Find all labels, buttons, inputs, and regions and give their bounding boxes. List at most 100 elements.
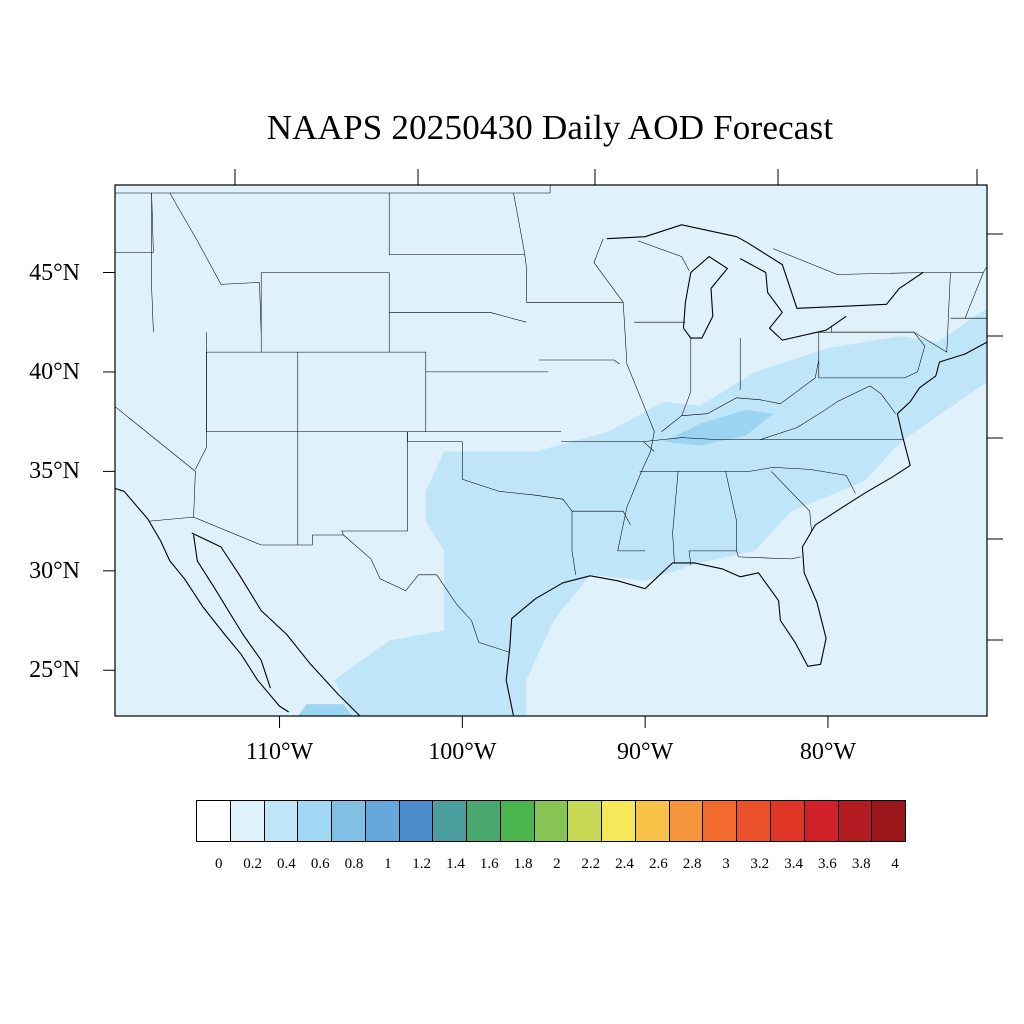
- colorbar-label: 3.4: [784, 856, 803, 872]
- border-tn_n: [643, 437, 903, 442]
- colorbar-label: 1.6: [479, 856, 499, 872]
- colorbar-label: 2: [553, 856, 561, 872]
- lat-label: 40°N: [29, 358, 80, 385]
- border-tn_s: [639, 467, 856, 494]
- colorbar-label: 0.4: [277, 856, 296, 872]
- colorbar-swatch: [534, 801, 569, 841]
- colorbar-label: 1: [384, 856, 392, 872]
- coastline-lake_mich: [682, 256, 728, 339]
- border-me_nh: [993, 267, 997, 311]
- colorbar-swatch: [298, 801, 333, 841]
- colorbar-label: 0: [215, 856, 223, 872]
- colorbar-swatch: [332, 801, 366, 841]
- colorbar-label: 3: [722, 856, 730, 872]
- colorbar-swatch: [568, 801, 603, 841]
- colorbar-swatch: [197, 801, 231, 841]
- coastline-lake_huron_mi: [739, 258, 847, 341]
- border-tx_la: [571, 511, 576, 575]
- colorbar-swatch: [635, 801, 670, 841]
- colorbar-swatch: [872, 801, 906, 841]
- aod-region-plains-gulf: [334, 308, 987, 716]
- colorbar-swatch: [737, 801, 772, 841]
- colorbar-label: 1.2: [412, 856, 432, 872]
- border-ny: [831, 272, 951, 353]
- colorbar-swatch: [467, 801, 501, 841]
- colorbar-label: 2.2: [581, 856, 601, 872]
- colorbar-swatch: [838, 801, 873, 841]
- border-wa_or: [115, 192, 154, 253]
- border-ms_river: [617, 302, 655, 552]
- border-nm: [341, 431, 408, 536]
- colorbar-swatch: [433, 801, 468, 841]
- lat-label: 25°N: [29, 657, 80, 684]
- colorbar-swatch: [264, 801, 299, 841]
- coastline-ne_coast: [986, 288, 987, 321]
- coastline-mex_west: [191, 532, 361, 716]
- border-ohio_river: [661, 359, 820, 432]
- map-frame: [114, 184, 988, 717]
- border-mexico: [149, 516, 510, 653]
- lat-label: 30°N: [29, 557, 80, 584]
- aod-region-ohio-valley: [663, 409, 774, 446]
- border-wy: [261, 272, 390, 353]
- border-ok_tx: [407, 431, 573, 512]
- lat-label: 35°N: [29, 458, 80, 485]
- colorbar-swatch: [771, 801, 805, 841]
- colorbar-label: 0.2: [243, 856, 262, 872]
- border-nd_mn: [513, 192, 527, 303]
- border-sd_ne: [389, 312, 527, 323]
- lon-label: 80°W: [799, 739, 857, 765]
- colorbar-swatch: [804, 801, 839, 841]
- border-ms_al: [672, 471, 679, 563]
- lon-label: 110°W: [245, 739, 314, 765]
- boundary-layer: [115, 185, 997, 716]
- aod-colorbar: [196, 800, 906, 842]
- lon-label: 90°W: [617, 739, 674, 765]
- border-ar_la: [572, 510, 631, 526]
- border-id_e: [169, 192, 262, 333]
- border-ga_sc: [771, 471, 812, 532]
- colorbar-swatch: [500, 801, 535, 841]
- map-title: NAAPS 20250430 Daily AOD Forecast: [266, 108, 834, 147]
- aod-region-mexico-south: [297, 704, 353, 716]
- lat-label: 45°N: [29, 259, 80, 286]
- colorbar-label: 3.2: [750, 856, 770, 872]
- colorbar-swatch: [399, 801, 434, 841]
- border-il_in: [681, 338, 692, 416]
- border-or_ca: [115, 406, 196, 518]
- aod-fill-layer: [115, 185, 987, 716]
- coastline-gulf_coast: [505, 341, 987, 716]
- border-ga_fl: [736, 550, 801, 560]
- coastline-baja_gulf: [193, 534, 271, 689]
- colorbar-swatch: [669, 801, 704, 841]
- border-id_w: [151, 193, 154, 333]
- colorbar-label: 4: [891, 856, 899, 872]
- border-va_wv: [760, 385, 896, 440]
- border-wi_mi: [637, 240, 690, 271]
- coastline-coast_west: [115, 487, 289, 713]
- colorbar-label: 2.6: [648, 856, 668, 872]
- colorbar-label: 2.4: [615, 856, 634, 872]
- colorbar-label: 3.6: [818, 856, 837, 872]
- border-mn_wi: [593, 238, 624, 303]
- lon-label: 100°W: [428, 739, 497, 765]
- colorbar-swatch: [365, 801, 400, 841]
- border-canada: [115, 185, 551, 194]
- border-canada_e: [772, 248, 987, 275]
- colorbar-label: 2.8: [682, 856, 702, 872]
- colorbar-label: 3.8: [851, 856, 871, 872]
- border-ia_mo: [539, 359, 620, 365]
- colorbar-label: 1.8: [513, 856, 533, 872]
- border-vt_nh: [964, 272, 984, 319]
- colorbar-label: 0.6: [310, 856, 330, 872]
- border-mt_nd: [388, 193, 525, 255]
- tick-layer: [103, 169, 1003, 728]
- coastline-great_lakes_n: [606, 224, 924, 309]
- colorbar-swatch: [602, 801, 636, 841]
- border-co: [297, 351, 427, 432]
- colorbar-label: 0.8: [344, 856, 364, 872]
- colorbar-swatch: [703, 801, 738, 841]
- colorbar-swatch: [230, 801, 265, 841]
- colorbar-label: 1.4: [446, 856, 465, 872]
